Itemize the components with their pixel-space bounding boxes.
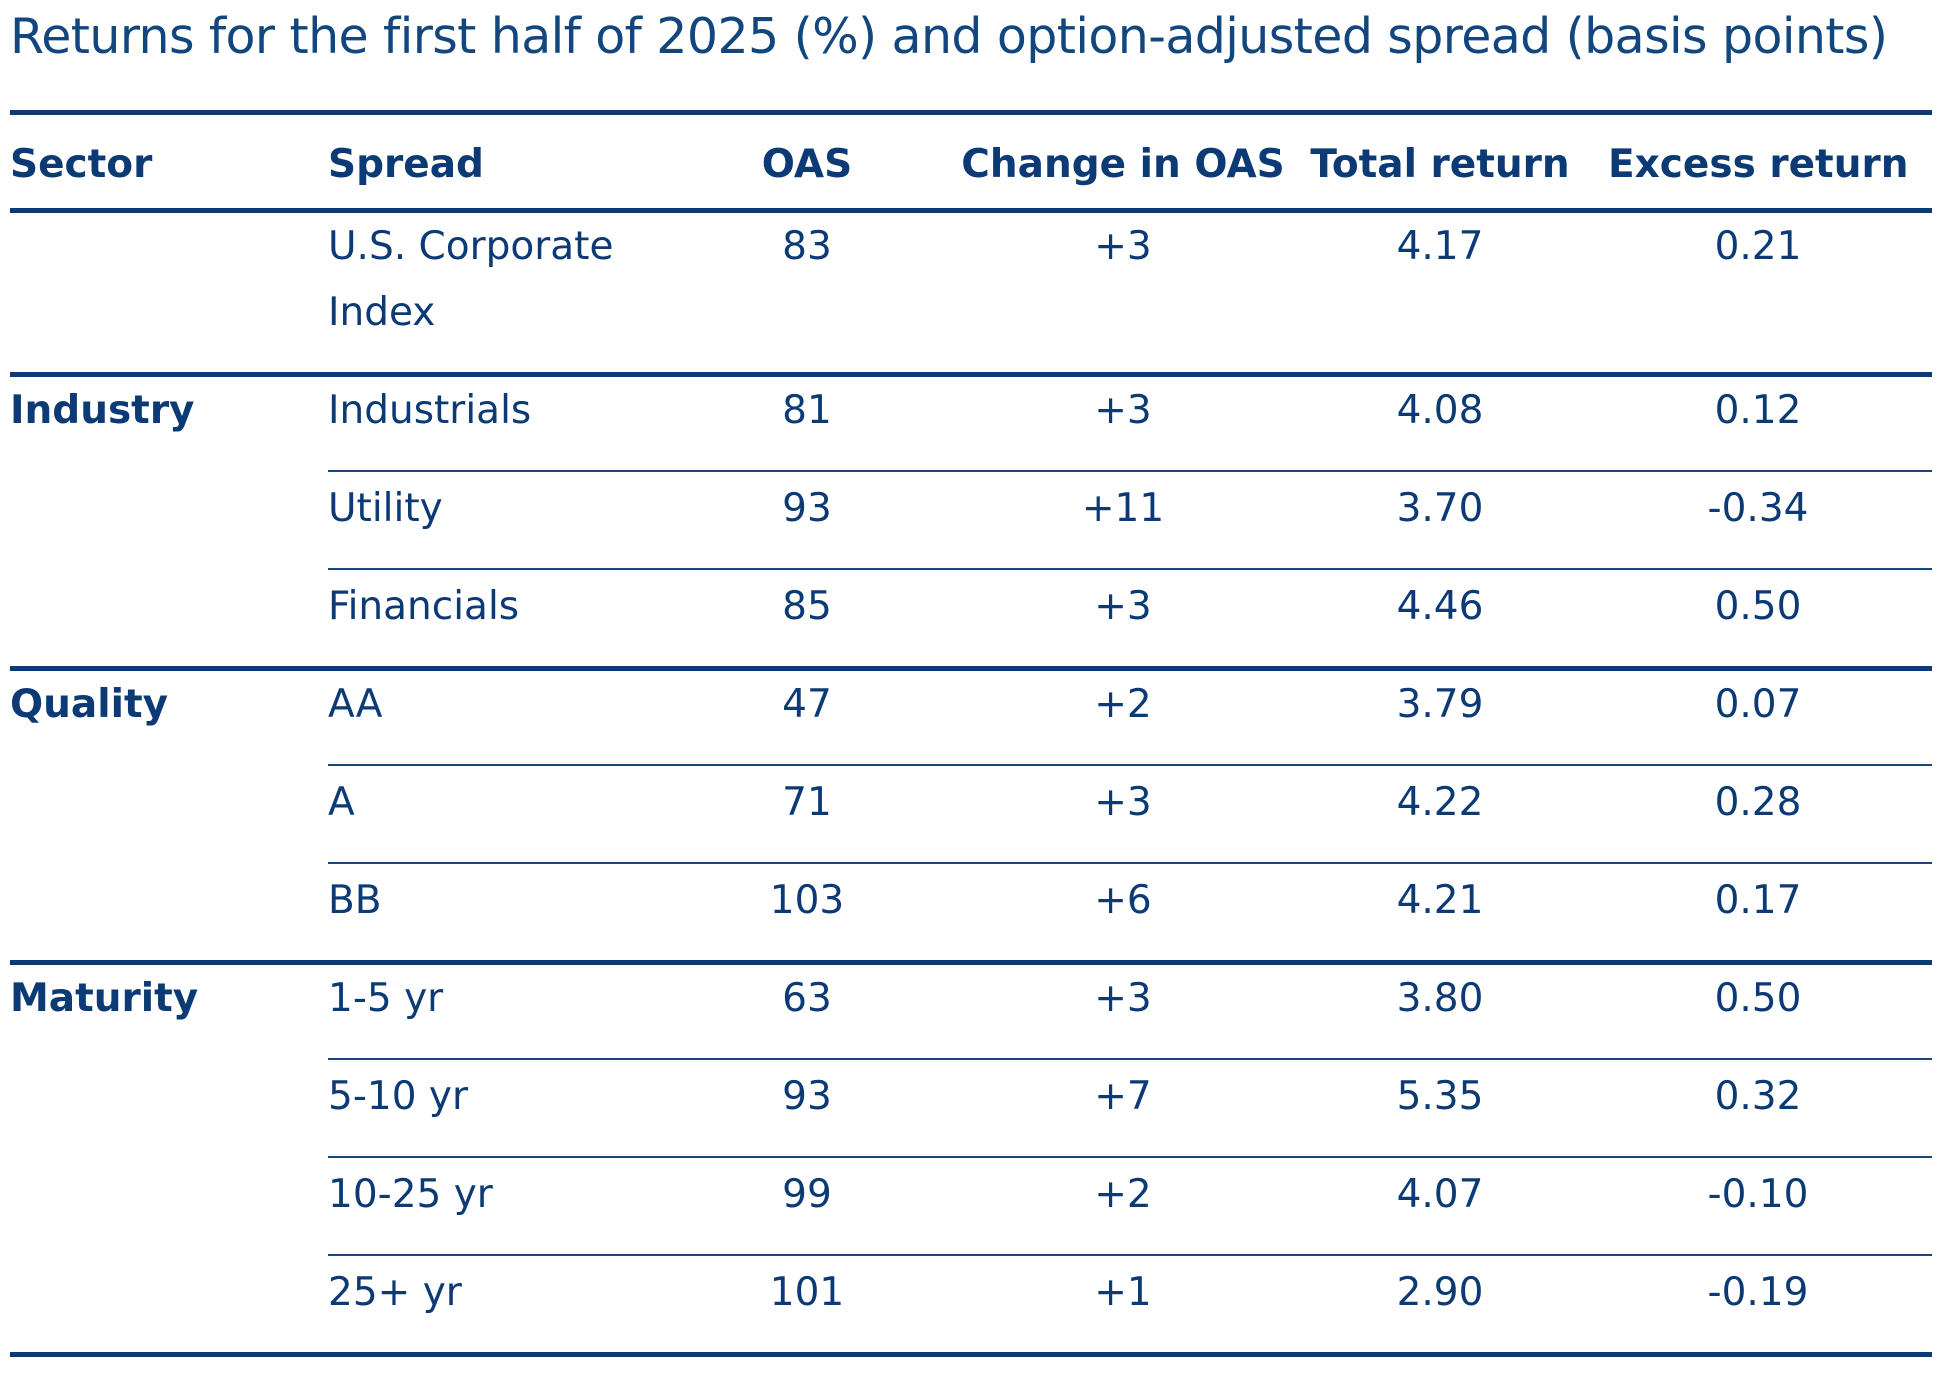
oas-value: 99: [782, 1172, 832, 1217]
change-in-oas-value: +7: [1094, 1074, 1152, 1119]
spread-name: AA: [328, 682, 383, 727]
spread-name-continued: Index: [328, 290, 436, 335]
total-return-value: 4.07: [1396, 1172, 1484, 1217]
spread-name: U.S. Corporate: [328, 224, 614, 269]
excess-return-value: 0.32: [1714, 1074, 1802, 1119]
spread-name: Utility: [328, 486, 443, 531]
excess-return-value: 0.07: [1714, 682, 1802, 727]
total-return-value: 4.46: [1396, 584, 1484, 629]
column-header-sector: Sector: [10, 142, 153, 187]
row-divider: [328, 862, 1932, 864]
column-header-excess-return: Excess return: [1608, 142, 1909, 187]
spread-name: 25+ yr: [328, 1270, 462, 1315]
excess-return-value: 0.50: [1714, 976, 1802, 1021]
change-in-oas-value: +6: [1094, 878, 1152, 923]
change-in-oas-value: +2: [1094, 1172, 1152, 1217]
column-header-total-return: Total return: [1310, 142, 1570, 187]
total-return-value: 3.79: [1396, 682, 1484, 727]
spread-name: 5-10 yr: [328, 1074, 469, 1119]
spread-name: Industrials: [328, 388, 532, 433]
excess-return-value: 0.28: [1714, 780, 1802, 825]
excess-return-value: -0.19: [1707, 1270, 1809, 1315]
section-divider: [10, 110, 1932, 115]
row-divider: [328, 568, 1932, 570]
oas-value: 83: [782, 224, 832, 269]
column-header-change-in-oas: Change in OAS: [961, 142, 1285, 187]
oas-value: 47: [782, 682, 832, 727]
total-return-value: 4.22: [1396, 780, 1484, 825]
section-divider: [10, 372, 1932, 377]
excess-return-value: 0.17: [1714, 878, 1802, 923]
oas-value: 85: [782, 584, 832, 629]
sector-label: Maturity: [10, 976, 199, 1021]
excess-return-value: -0.34: [1707, 486, 1809, 531]
section-divider: [10, 1352, 1932, 1357]
oas-value: 101: [769, 1270, 845, 1315]
row-divider: [328, 764, 1932, 766]
total-return-value: 5.35: [1396, 1074, 1484, 1119]
column-header-spread: Spread: [328, 142, 484, 187]
spread-name: A: [328, 780, 355, 825]
oas-value: 63: [782, 976, 832, 1021]
spread-name: Financials: [328, 584, 520, 629]
sector-label: Industry: [10, 388, 195, 433]
oas-value: 103: [769, 878, 845, 923]
total-return-value: 3.80: [1396, 976, 1484, 1021]
row-divider: [328, 1254, 1932, 1256]
change-in-oas-value: +3: [1094, 224, 1152, 269]
change-in-oas-value: +11: [1081, 486, 1165, 531]
change-in-oas-value: +3: [1094, 780, 1152, 825]
section-divider: [10, 960, 1932, 965]
total-return-value: 4.08: [1396, 388, 1484, 433]
change-in-oas-value: +3: [1094, 388, 1152, 433]
oas-value: 93: [782, 1074, 832, 1119]
row-divider: [328, 470, 1932, 472]
oas-value: 81: [782, 388, 832, 433]
section-divider: [10, 208, 1932, 213]
section-divider: [10, 666, 1932, 671]
spread-name: BB: [328, 878, 382, 923]
row-divider: [328, 1058, 1932, 1060]
change-in-oas-value: +3: [1094, 976, 1152, 1021]
change-in-oas-value: +1: [1094, 1270, 1152, 1315]
excess-return-value: 0.12: [1714, 388, 1802, 433]
total-return-value: 3.70: [1396, 486, 1484, 531]
oas-value: 93: [782, 486, 832, 531]
excess-return-value: 0.21: [1714, 224, 1802, 269]
change-in-oas-value: +2: [1094, 682, 1152, 727]
total-return-value: 4.21: [1396, 878, 1484, 923]
excess-return-value: 0.50: [1714, 584, 1802, 629]
spread-name: 1-5 yr: [328, 976, 444, 1021]
total-return-value: 4.17: [1396, 224, 1484, 269]
sector-label: Quality: [10, 682, 169, 727]
change-in-oas-value: +3: [1094, 584, 1152, 629]
table-title: Returns for the first half of 2025 (%) a…: [10, 8, 1888, 65]
column-header-oas: OAS: [761, 142, 853, 187]
oas-value: 71: [782, 780, 832, 825]
excess-return-value: -0.10: [1707, 1172, 1809, 1217]
row-divider: [328, 1156, 1932, 1158]
spread-name: 10-25 yr: [328, 1172, 493, 1217]
total-return-value: 2.90: [1396, 1270, 1484, 1315]
